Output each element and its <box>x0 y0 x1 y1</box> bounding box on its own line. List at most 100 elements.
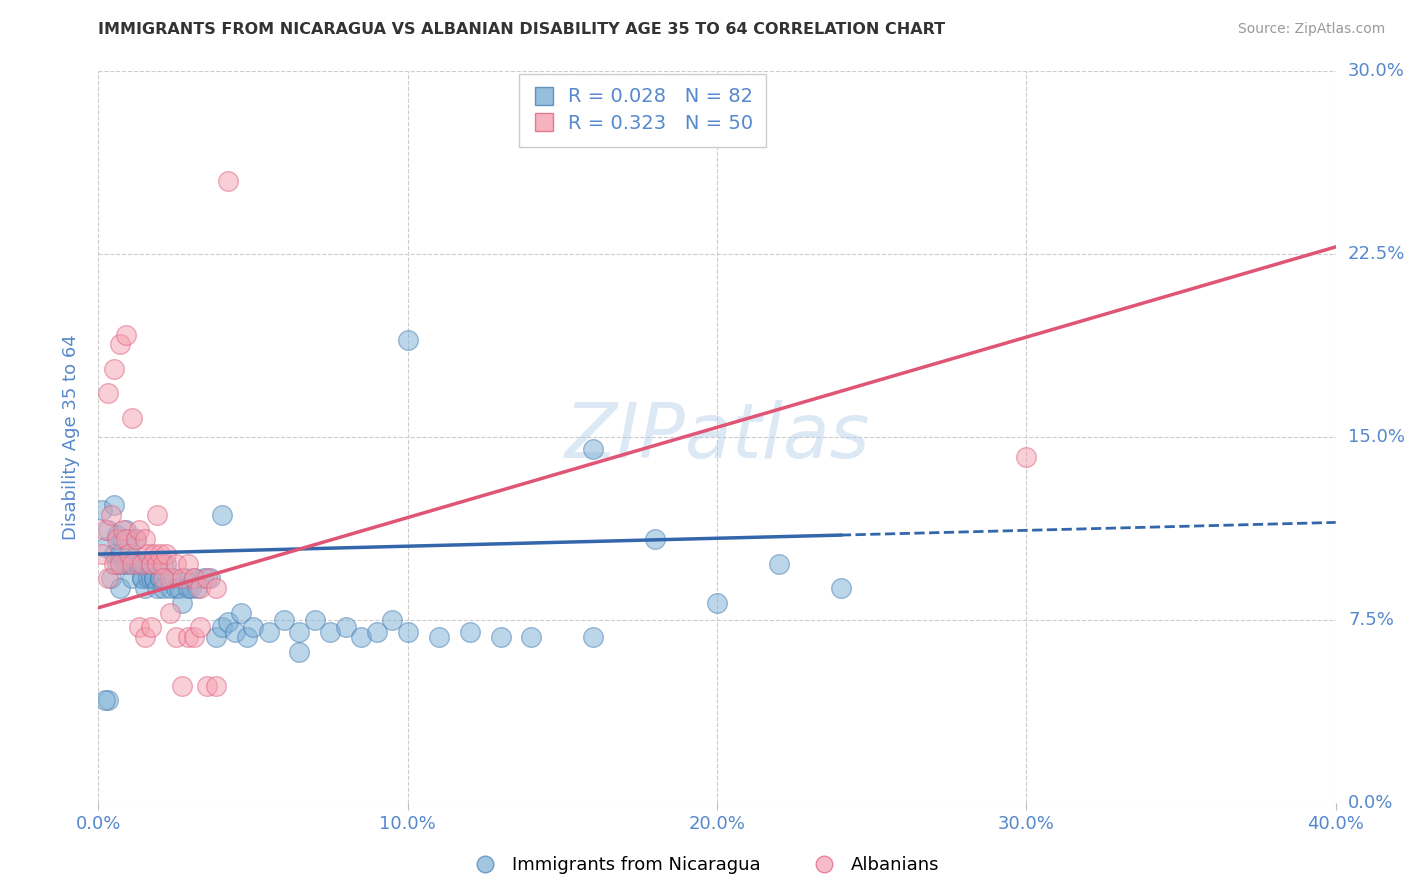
Point <box>170 572 193 586</box>
Text: IMMIGRANTS FROM NICARAGUA VS ALBANIAN DISABILITY AGE 35 TO 64 CORRELATION CHART: IMMIGRANTS FROM NICARAGUA VS ALBANIAN DI… <box>98 22 946 37</box>
Point <box>103 547 125 561</box>
Point <box>105 557 128 571</box>
Point <box>112 523 135 537</box>
Point <box>195 679 218 693</box>
Point <box>159 606 181 620</box>
Point <box>143 572 166 586</box>
Point <box>174 572 197 586</box>
Point <box>97 386 120 401</box>
Point <box>229 606 252 620</box>
Point <box>128 557 150 571</box>
Point <box>143 547 166 561</box>
Point <box>236 630 259 644</box>
Point <box>115 557 138 571</box>
Point <box>121 572 143 586</box>
Point <box>136 557 159 571</box>
Point <box>427 630 450 644</box>
Text: 30.0%: 30.0% <box>1348 62 1405 80</box>
Point <box>224 625 246 640</box>
Point <box>180 581 202 595</box>
Point <box>830 581 852 595</box>
Point <box>90 547 112 561</box>
Point <box>304 613 326 627</box>
Point <box>118 547 141 561</box>
Point <box>211 620 233 634</box>
Text: ZIPatlas: ZIPatlas <box>564 401 870 474</box>
Point <box>242 620 264 634</box>
Y-axis label: Disability Age 35 to 64: Disability Age 35 to 64 <box>62 334 80 540</box>
Point <box>165 557 187 571</box>
Point <box>90 503 112 517</box>
Point <box>162 572 184 586</box>
Point <box>152 572 174 586</box>
Point <box>124 533 146 547</box>
Point <box>198 572 221 586</box>
Point <box>134 557 156 571</box>
Point <box>112 533 135 547</box>
Point <box>108 547 131 561</box>
Point <box>100 572 122 586</box>
Point <box>768 557 790 571</box>
Point <box>100 508 122 522</box>
Point <box>139 557 162 571</box>
Point <box>190 581 212 595</box>
Point <box>118 557 141 571</box>
Point <box>105 533 128 547</box>
Point <box>115 523 138 537</box>
Point <box>149 572 172 586</box>
Point <box>217 174 239 188</box>
Text: 0.0%: 0.0% <box>1348 794 1393 812</box>
Legend: R = 0.028   N = 82, R = 0.323   N = 50: R = 0.028 N = 82, R = 0.323 N = 50 <box>519 74 766 147</box>
Point <box>155 557 177 571</box>
Point <box>205 679 228 693</box>
Point <box>118 533 141 547</box>
Point <box>146 581 169 595</box>
Point <box>195 572 218 586</box>
Point <box>1015 450 1038 464</box>
Point <box>396 333 419 347</box>
Point <box>131 572 153 586</box>
Point <box>103 499 125 513</box>
Point <box>155 547 177 561</box>
Point <box>159 581 181 595</box>
Point <box>139 557 162 571</box>
Point <box>149 572 172 586</box>
Point <box>177 630 200 644</box>
Point <box>97 523 120 537</box>
Point <box>205 581 228 595</box>
Point <box>489 630 512 644</box>
Point <box>146 557 169 571</box>
Point <box>273 613 295 627</box>
Point <box>350 630 373 644</box>
Point <box>706 596 728 610</box>
Point <box>288 625 311 640</box>
Point <box>108 337 131 351</box>
Point <box>165 581 187 595</box>
Point <box>149 547 172 561</box>
Point <box>134 533 156 547</box>
Point <box>319 625 342 640</box>
Point <box>381 613 404 627</box>
Point <box>288 645 311 659</box>
Point <box>134 630 156 644</box>
Point <box>134 581 156 595</box>
Point <box>103 557 125 571</box>
Point <box>131 557 153 571</box>
Point <box>165 630 187 644</box>
Point <box>93 540 115 554</box>
Point <box>152 581 174 595</box>
Point <box>152 557 174 571</box>
Point <box>121 410 143 425</box>
Point <box>93 523 115 537</box>
Point <box>190 620 212 634</box>
Point <box>183 630 205 644</box>
Point <box>396 625 419 640</box>
Point <box>136 572 159 586</box>
Point <box>644 533 666 547</box>
Point <box>183 572 205 586</box>
Point <box>177 581 200 595</box>
Point <box>128 557 150 571</box>
Text: Source: ZipAtlas.com: Source: ZipAtlas.com <box>1237 22 1385 37</box>
Point <box>131 572 153 586</box>
Point <box>170 679 193 693</box>
